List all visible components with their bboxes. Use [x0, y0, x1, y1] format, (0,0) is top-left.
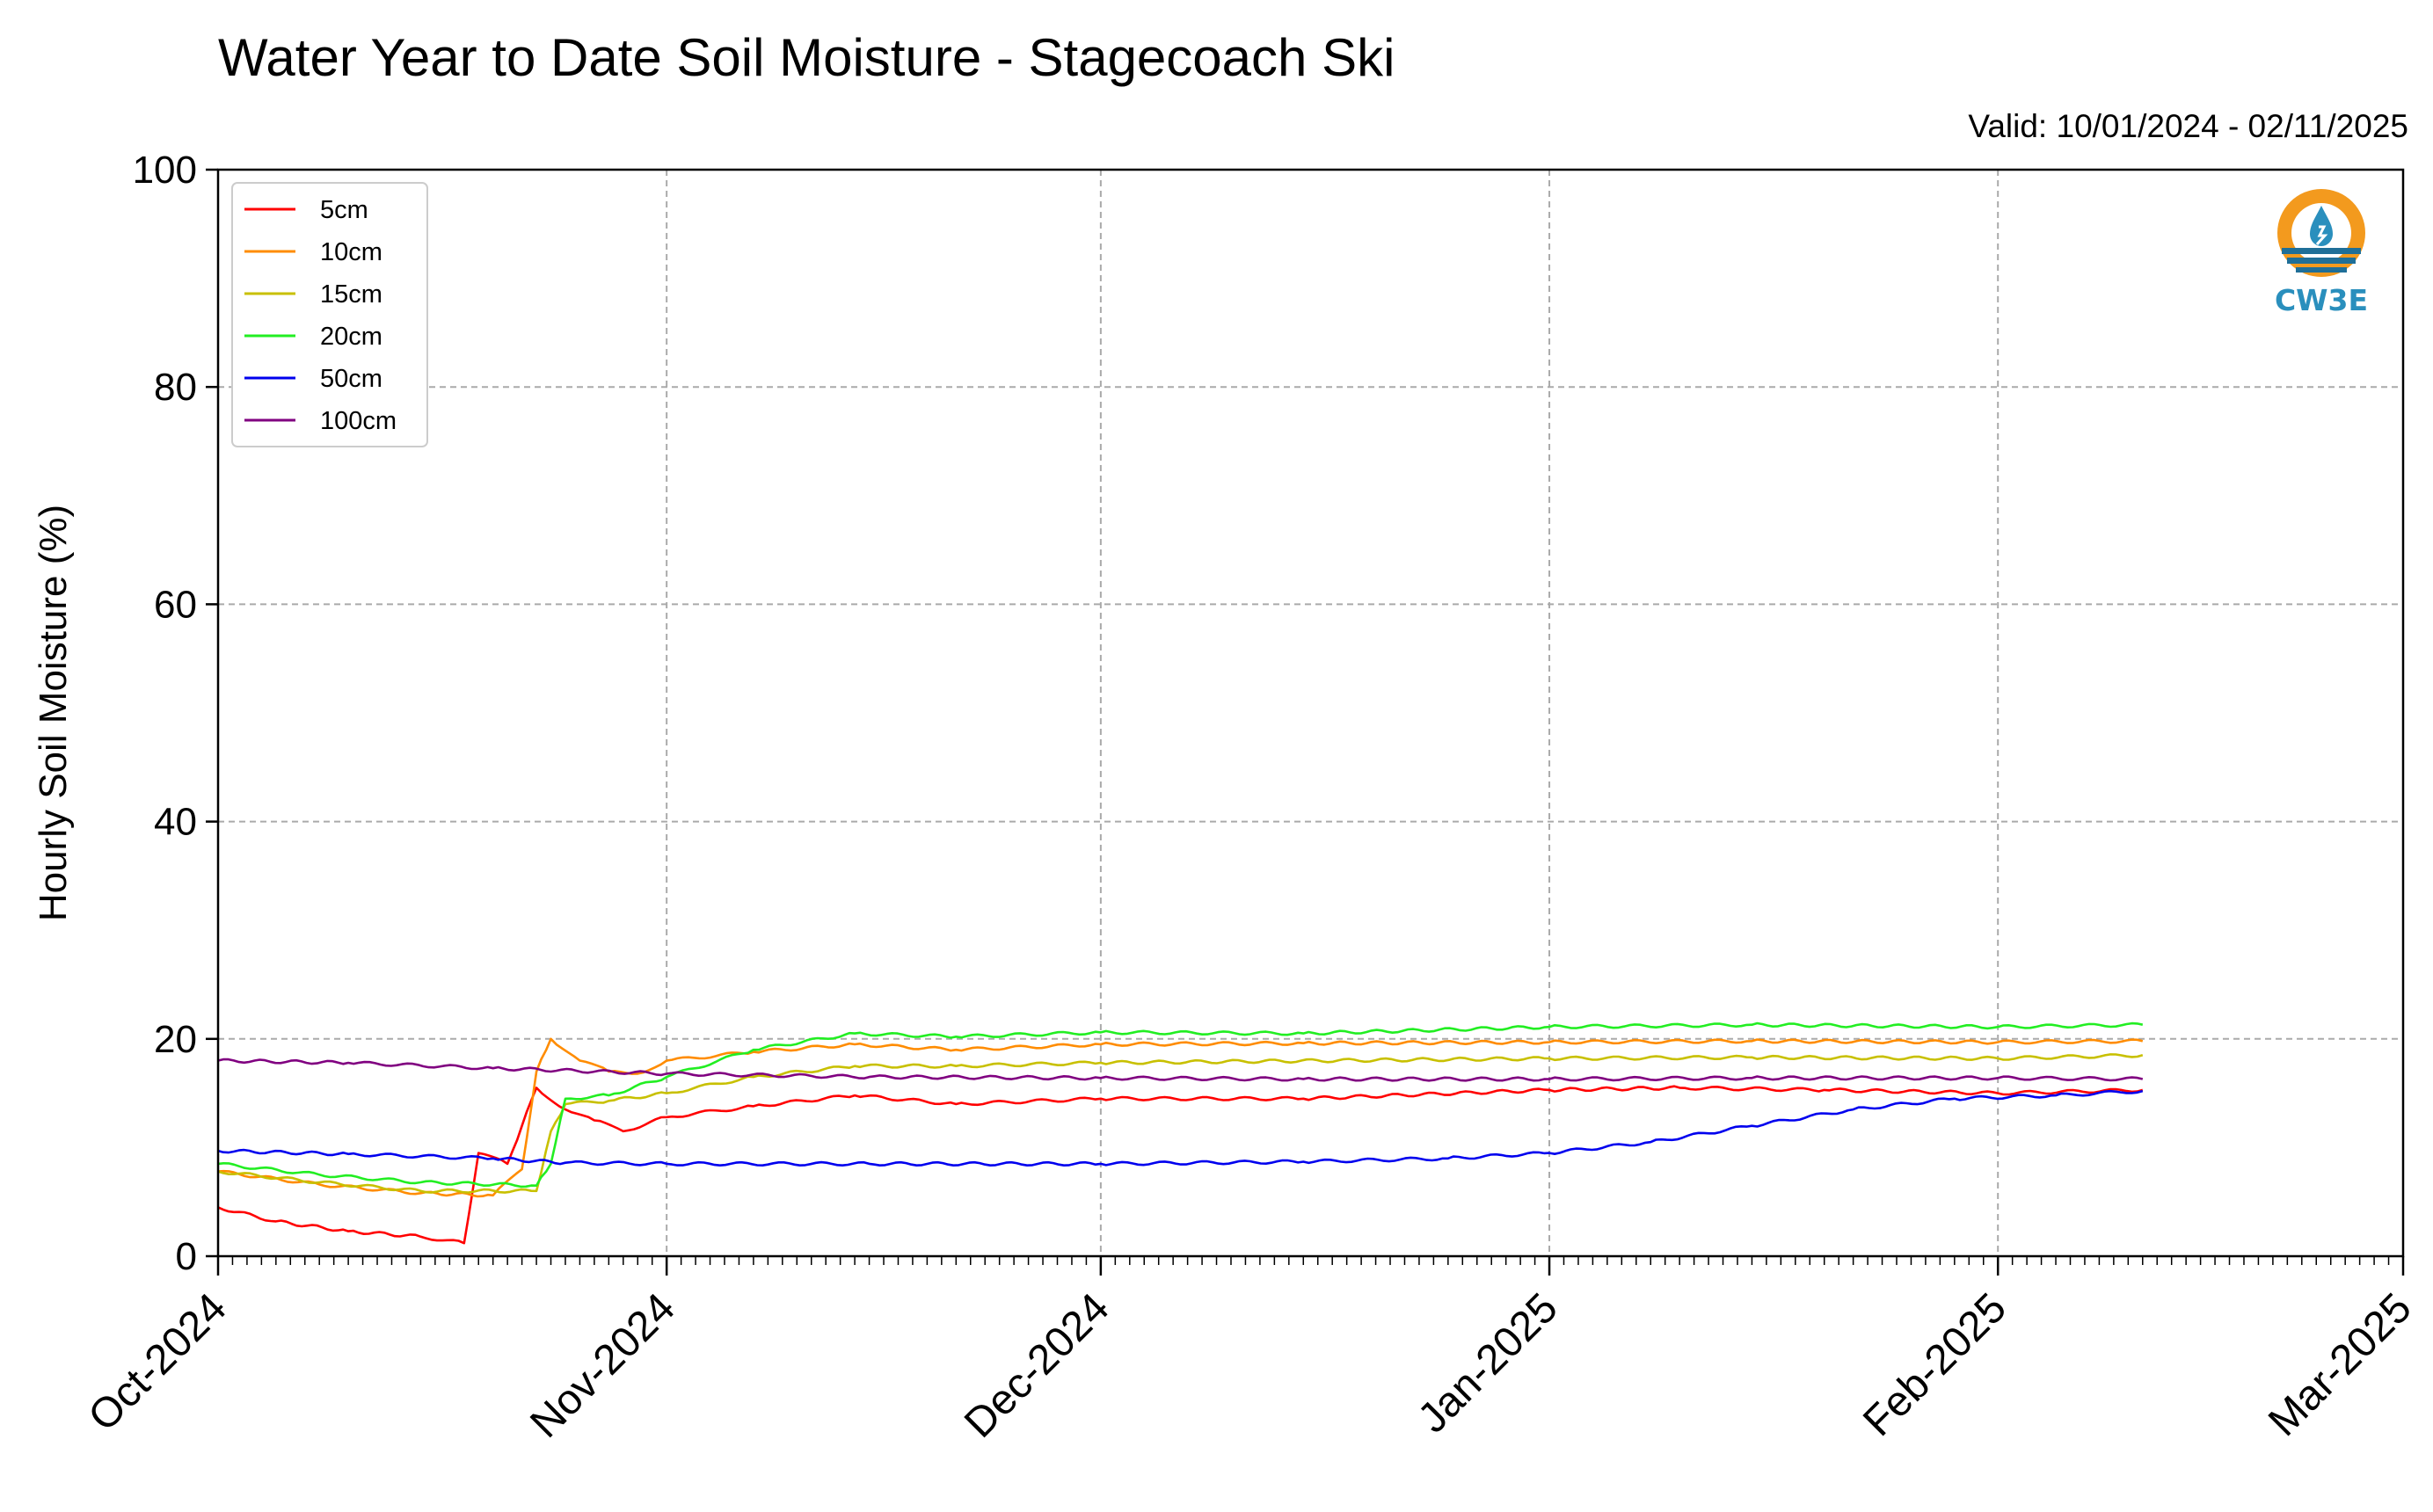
- series-line-20cm: [217, 1021, 2144, 1189]
- gridlines: [218, 170, 2403, 1256]
- legend: 5cm 10cm 15cm 20cm 50cm 100cm: [231, 182, 428, 447]
- y-tick-label: 0: [176, 1235, 197, 1278]
- y-tick-label: 20: [154, 1018, 197, 1061]
- legend-label-20cm: 20cm: [320, 323, 382, 351]
- x-tick-label: Nov-2024: [521, 1284, 684, 1447]
- axis-ticks: 0 20 40 60 80 100 Oct-2024 Nov-2024 Dec-2024 Jan-…: [80, 149, 2421, 1447]
- chart-subtitle: Valid: 10/01/2024 - 02/11/2025: [1968, 108, 2408, 144]
- chart-title: Water Year to Date Soil Moisture - Stage…: [218, 28, 1395, 87]
- legend-label-10cm: 10cm: [320, 238, 382, 266]
- legend-box: [231, 182, 428, 447]
- x-tick-label: Oct-2024: [80, 1284, 236, 1440]
- y-tick-label: 60: [154, 583, 197, 626]
- y-axis-label: Hourly Soil Moisture (%): [32, 505, 75, 921]
- cw3e-logo: CW3E: [2273, 185, 2370, 325]
- y-tick-label: 80: [154, 366, 197, 409]
- legend-label-100cm: 100cm: [320, 407, 397, 435]
- series-line-50cm: [217, 1089, 2144, 1167]
- x-tick-label: Feb-2025: [1854, 1284, 2015, 1445]
- cw3e-logo-icon: [2277, 189, 2365, 277]
- x-tick-label: Jan-2025: [1410, 1284, 1567, 1442]
- series-line-100cm: [217, 1058, 2144, 1082]
- legend-label-15cm: 15cm: [320, 280, 382, 309]
- series-lines: [217, 1021, 2144, 1245]
- x-tick-label: Mar-2025: [2260, 1284, 2421, 1445]
- y-tick-label: 40: [154, 801, 197, 844]
- legend-label-50cm: 50cm: [320, 365, 382, 393]
- plot-frame: [216, 168, 2405, 1258]
- x-tick-label: Dec-2024: [956, 1284, 1118, 1447]
- y-tick-label: 100: [133, 149, 197, 192]
- cw3e-logo-text: CW3E: [2274, 283, 2369, 317]
- series-line-15cm: [217, 1053, 2144, 1194]
- legend-label-5cm: 5cm: [320, 196, 368, 224]
